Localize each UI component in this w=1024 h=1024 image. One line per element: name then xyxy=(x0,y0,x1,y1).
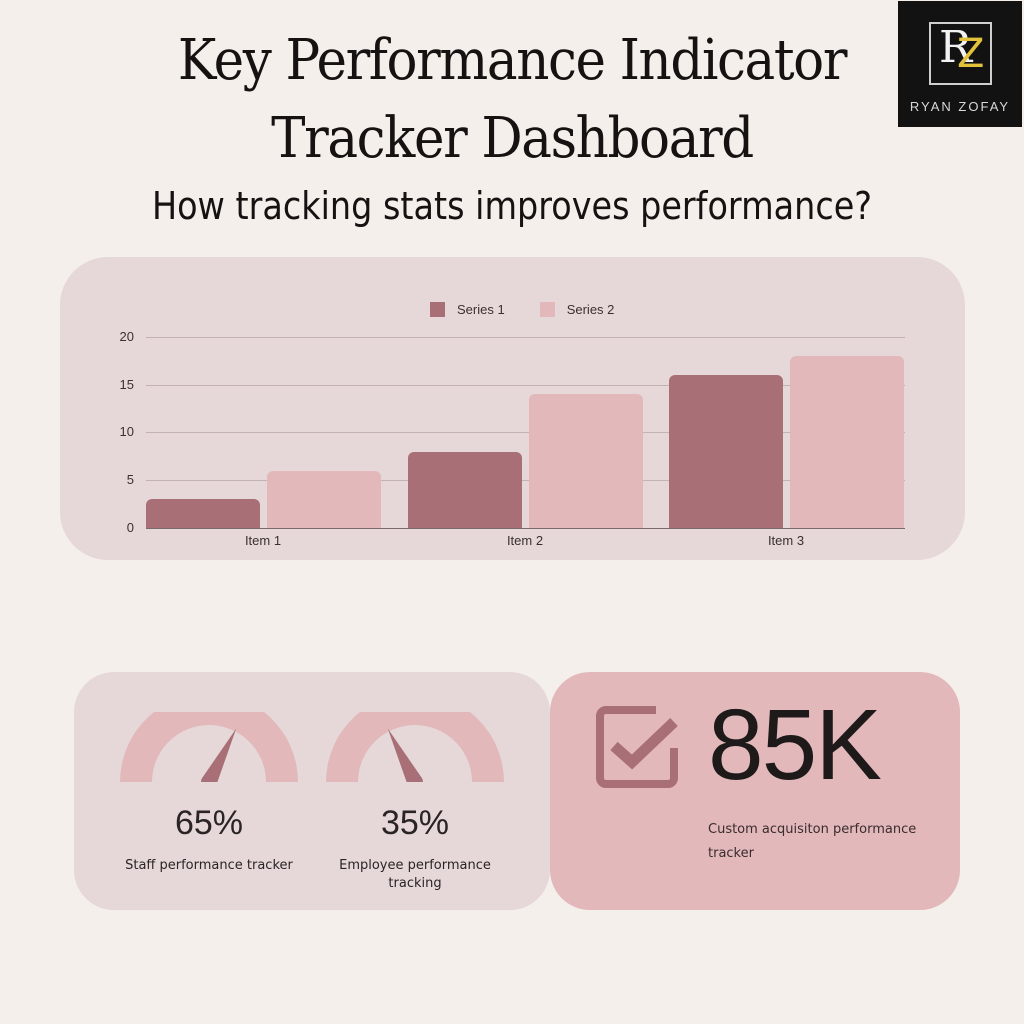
legend-label: Series 1 xyxy=(457,302,505,317)
page-subtitle: How tracking stats improves performance? xyxy=(151,184,873,228)
brand-logo: R Z RYAN ZOFAY xyxy=(898,1,1022,127)
logo-brand-name: RYAN ZOFAY xyxy=(909,99,1011,114)
bar-series-2-item-1 xyxy=(267,470,381,528)
legend-swatch-series-2 xyxy=(539,302,555,317)
gauge-icon-employee xyxy=(326,712,504,782)
title-line-1: Key Performance Indicator xyxy=(177,28,848,93)
gauge-value-employee: 35% xyxy=(380,804,450,842)
legend-swatch-series-1 xyxy=(430,302,445,317)
kpi-label: Custom acquisiton performance tracker xyxy=(708,822,917,861)
gauge-panel xyxy=(74,672,550,910)
gridline-20 xyxy=(146,337,905,338)
x-label: Item 2 xyxy=(506,533,544,548)
gridline-15 xyxy=(146,385,905,386)
y-tick: 0 xyxy=(126,520,134,535)
title-line-2: Tracker Dashboard xyxy=(271,106,754,171)
logo-frame: R Z xyxy=(929,22,992,85)
bar-series-1-item-2 xyxy=(408,451,522,528)
logo-initial-r: R xyxy=(939,22,973,73)
chart-legend: Series 1 Series 2 xyxy=(430,302,649,317)
y-tick: 15 xyxy=(119,377,134,392)
gauge-icon-staff xyxy=(120,712,298,782)
gridline-5 xyxy=(146,480,905,481)
legend-item-series-2: Series 2 xyxy=(539,302,615,317)
y-tick: 20 xyxy=(119,329,134,344)
x-axis-line xyxy=(146,528,905,529)
kpi-value: 85K xyxy=(708,689,882,801)
checkbox-checked-icon xyxy=(596,706,678,788)
logo-initial-z: Z xyxy=(957,31,985,77)
gridline-10 xyxy=(146,432,905,433)
gauge-value-staff: 65% xyxy=(174,804,244,842)
gauge-label-employee: Employee performance tracking xyxy=(339,858,491,891)
gauge-label-staff: Staff performance tracker xyxy=(125,858,293,873)
x-label: Item 3 xyxy=(767,533,805,548)
x-label: Item 1 xyxy=(244,533,282,548)
y-tick: 5 xyxy=(126,472,134,487)
bar-series-2-item-3 xyxy=(790,356,904,528)
legend-label: Series 2 xyxy=(566,302,615,317)
bar-series-2-item-2 xyxy=(529,394,643,528)
bar-series-1-item-3 xyxy=(669,375,783,528)
legend-item-series-1: Series 1 xyxy=(430,302,505,317)
y-tick: 10 xyxy=(119,424,134,439)
bar-series-1-item-1 xyxy=(146,499,260,528)
